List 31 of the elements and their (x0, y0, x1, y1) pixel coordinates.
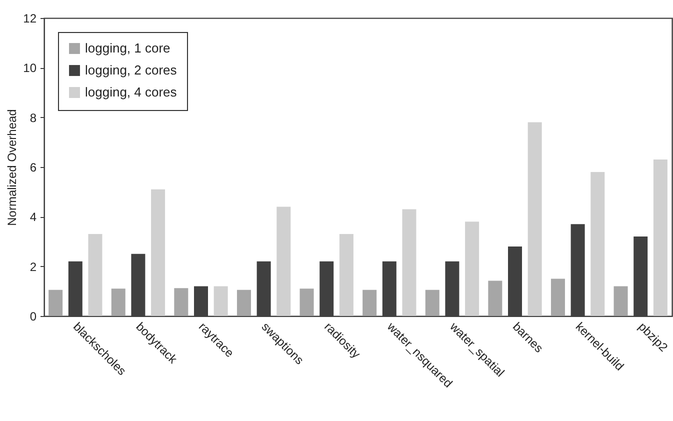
y-tick-label: 8 (30, 110, 37, 125)
legend-label: logging, 4 cores (85, 84, 178, 100)
bar (653, 160, 668, 316)
bar (550, 278, 565, 316)
bar (214, 286, 228, 316)
bar (300, 288, 314, 316)
y-axis-title: Normalized Overhead (5, 109, 20, 226)
bar (111, 288, 126, 316)
bar (88, 234, 102, 316)
legend-label: logging, 2 cores (85, 62, 178, 78)
y-tick-label: 6 (30, 160, 37, 174)
y-tick-label: 2 (30, 260, 37, 274)
bar (48, 290, 63, 316)
bar (362, 290, 377, 316)
y-tick-label: 4 (30, 210, 37, 224)
y-tick-label: 12 (23, 12, 37, 26)
y-tick-label: 0 (30, 310, 37, 324)
y-tick-label: 10 (23, 61, 37, 76)
bar (402, 209, 416, 316)
bar (465, 222, 480, 316)
bar (151, 189, 166, 316)
bar (425, 290, 440, 316)
bar (236, 290, 251, 316)
bar (614, 286, 628, 316)
bar (488, 280, 502, 316)
bar (339, 234, 354, 316)
legend-label: logging, 1 core (85, 40, 170, 56)
bar (174, 288, 188, 316)
bar (528, 122, 542, 316)
bar (590, 172, 605, 316)
bar (276, 206, 291, 316)
